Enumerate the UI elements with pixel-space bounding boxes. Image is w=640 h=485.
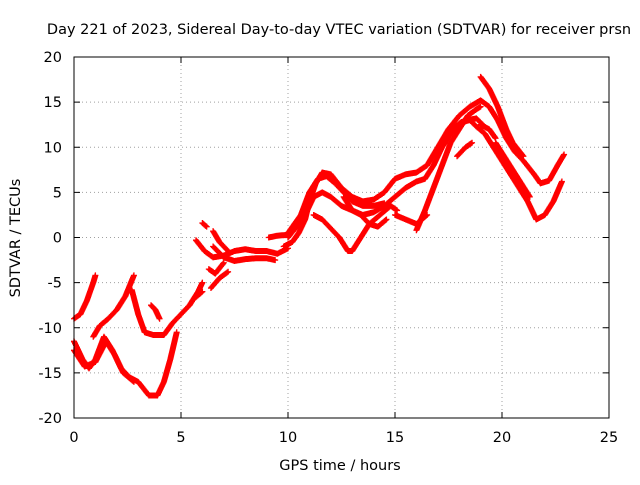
series-21 [413, 103, 484, 234]
series-markers [492, 139, 533, 200]
y-tick-label: 5 [53, 185, 62, 201]
series-13 [210, 228, 232, 255]
y-tick-label: 15 [44, 95, 62, 111]
series-11 [205, 259, 227, 277]
y-tick-label: 10 [44, 140, 62, 156]
y-tick-label: -15 [38, 366, 62, 382]
series-22 [441, 117, 565, 223]
x-tick-label: 0 [69, 430, 78, 446]
series-markers [265, 231, 291, 241]
series-7 [192, 288, 206, 301]
x-tick-label: 15 [386, 430, 404, 446]
series-26 [492, 139, 533, 200]
series-markers [477, 121, 499, 142]
series-markers [207, 268, 232, 292]
series-markers [310, 202, 401, 255]
series-markers [210, 228, 232, 255]
series-markers [71, 272, 99, 322]
series-markers [454, 139, 476, 160]
series-1 [71, 272, 99, 322]
series-markers [148, 302, 163, 322]
series-6 [148, 302, 163, 322]
series-3 [71, 338, 137, 385]
x-tick-label: 10 [279, 430, 297, 446]
series-18 [310, 202, 401, 255]
series-15 [280, 97, 568, 250]
series-markers [205, 259, 227, 277]
chart-title: Day 221 of 2023, Sidereal Day-to-day VTE… [47, 22, 631, 38]
series-markers [477, 73, 527, 160]
series-19 [340, 193, 390, 230]
series-8 [199, 220, 210, 230]
series-4 [90, 272, 137, 340]
series-25 [477, 121, 499, 142]
series-markers [192, 288, 206, 301]
series-markers [340, 193, 390, 230]
series-markers [128, 279, 206, 338]
x-tick-label: 25 [600, 430, 618, 446]
y-axis-label: SDTVAR / TECUs [8, 179, 24, 298]
series-markers [285, 173, 388, 236]
series-markers [280, 97, 568, 250]
y-tick-label: -5 [48, 276, 62, 292]
y-tick-label: -10 [38, 321, 62, 337]
series-17 [285, 173, 388, 236]
x-axis-label: GPS time / hours [279, 458, 400, 474]
series-5 [128, 279, 206, 338]
y-tick-label: -20 [38, 411, 62, 427]
series-12 [207, 268, 232, 292]
y-tick-label: 0 [53, 231, 62, 247]
axis-ticks: 0 5 10 15 20 25 -20 -15 -10 -5 0 5 10 15 20 [38, 50, 618, 446]
y-tick-label: 20 [44, 50, 62, 66]
series-24 [477, 73, 527, 160]
series-markers [413, 103, 484, 234]
x-tick-label: 20 [493, 430, 511, 446]
series-markers [210, 243, 279, 264]
data-points [71, 73, 568, 399]
series-10 [210, 243, 279, 264]
series-markers [71, 338, 137, 385]
series-markers [441, 117, 565, 223]
series-markers [90, 272, 137, 340]
series-markers [199, 220, 210, 230]
x-tick-label: 5 [176, 430, 185, 446]
series-14 [265, 231, 291, 241]
series-23 [454, 139, 476, 160]
